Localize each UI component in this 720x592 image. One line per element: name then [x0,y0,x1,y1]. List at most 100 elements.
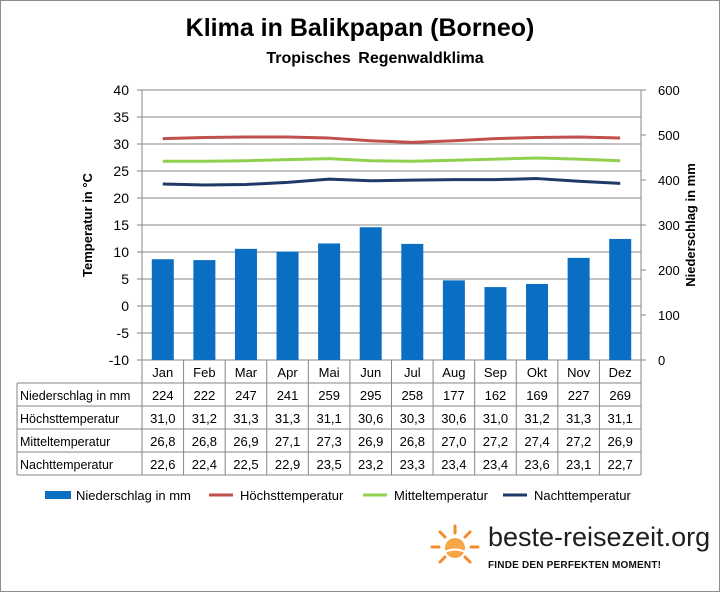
legend-label: Mitteltemperatur [394,488,489,503]
x-tick-label: Mai [319,365,340,380]
bar-Mai [318,243,341,360]
legend-label: Höchsttemperatur [240,488,344,503]
x-tick-label: Jul [404,365,421,380]
data-label: 23,6 [524,457,549,472]
y-left-tick-label: 5 [121,271,129,287]
bar-Mar [234,248,257,360]
bar-Aug [442,280,465,360]
data-label: 227 [568,388,590,403]
bar-Jun [359,227,382,360]
y-left-axis-title: Temperatur in °C [80,172,95,277]
data-label: 26,8 [150,434,175,449]
data-label: 26,8 [192,434,217,449]
data-label: 26,9 [233,434,258,449]
data-label: 162 [485,388,507,403]
data-label: 27,2 [566,434,591,449]
x-tick-label: Jun [360,365,381,380]
data-label: 241 [277,388,299,403]
data-label: 23,4 [441,457,466,472]
y-left-tick-label: 15 [113,217,129,233]
y-right-tick-label: 0 [658,353,665,368]
x-tick-label: Sep [484,365,507,380]
line-Mitteltemperatur [162,156,621,163]
y-left-tick-label: 40 [113,82,129,98]
data-label: 258 [401,388,423,403]
bar-Sep [484,287,507,360]
data-label: 27,2 [483,434,508,449]
data-label: 23,3 [400,457,425,472]
data-label: 26,9 [608,434,633,449]
data-label: 169 [526,388,548,403]
data-label: 30,6 [358,411,383,426]
bar-Dez [609,238,632,360]
legend-swatch [45,491,71,499]
bar-Nov [567,257,590,360]
data-label: 269 [609,388,631,403]
data-label: 26,8 [400,434,425,449]
bar-Jan [151,259,174,360]
x-tick-label: Okt [527,365,548,380]
data-label: 22,6 [150,457,175,472]
y-left-tick-label: -5 [117,325,130,341]
data-label: 22,4 [192,457,217,472]
x-tick-label: Aug [442,365,465,380]
data-label: 247 [235,388,257,403]
data-label: 23,2 [358,457,383,472]
data-label: 31,1 [608,411,633,426]
data-label: 30,6 [441,411,466,426]
data-label: 27,4 [524,434,549,449]
y-right-tick-label: 600 [658,83,680,98]
table-row-label: Niederschlag in mm [20,389,130,403]
x-tick-label: Mar [235,365,258,380]
y-right-tick-label: 300 [658,218,680,233]
x-tick-label: Apr [277,365,298,380]
y-right-tick-label: 400 [658,173,680,188]
y-left-tick-label: 35 [113,109,129,125]
logo-tagline: FINDE DEN PERFEKTEN MOMENT! [488,560,662,571]
data-label: 27,3 [316,434,341,449]
y-left-tick-label: 10 [113,244,129,260]
data-label: 222 [194,388,216,403]
line-Höchsttemperatur [162,135,621,144]
data-label: 23,5 [316,457,341,472]
data-label: 26,9 [358,434,383,449]
data-label: 31,3 [275,411,300,426]
bar-Apr [276,251,299,360]
x-tick-label: Dez [609,365,632,380]
y-left-tick-label: 0 [121,298,129,314]
data-label: 22,9 [275,457,300,472]
data-label: 23,1 [566,457,591,472]
y-left-tick-label: 20 [113,190,129,206]
x-tick-label: Feb [193,365,215,380]
chart-subtitle: Tropisches Regenwaldklima [266,50,484,67]
data-label: 31,2 [524,411,549,426]
bar-Okt [526,283,549,360]
legend-label: Nachttemperatur [534,488,631,503]
data-label: 31,3 [233,411,258,426]
table-row-label: Mitteltemperatur [20,435,110,449]
chart-title: Klima in Balikpapan (Borneo) [185,14,535,42]
table-row-label: Höchsttemperatur [20,412,119,426]
x-tick-label: Jan [152,365,173,380]
y-right-tick-label: 100 [658,308,680,323]
logo-text[interactable]: beste-reisezeit.org [488,522,711,552]
y-right-tick-label: 500 [658,128,680,143]
data-label: 22,7 [608,457,633,472]
data-label: 224 [152,388,174,403]
x-tick-label: Nov [567,365,591,380]
data-label: 23,4 [483,457,508,472]
data-label: 31,0 [150,411,175,426]
data-label: 27,0 [441,434,466,449]
data-label: 177 [443,388,465,403]
y-right-tick-label: 200 [658,263,680,278]
data-label: 259 [318,388,340,403]
data-label: 30,3 [400,411,425,426]
data-label: 31,1 [316,411,341,426]
data-label: 31,0 [483,411,508,426]
sun-icon [430,524,480,564]
bar-Jul [401,243,424,360]
legend-label: Niederschlag in mm [76,488,191,503]
data-label: 27,1 [275,434,300,449]
y-left-tick-label: -10 [109,352,129,368]
